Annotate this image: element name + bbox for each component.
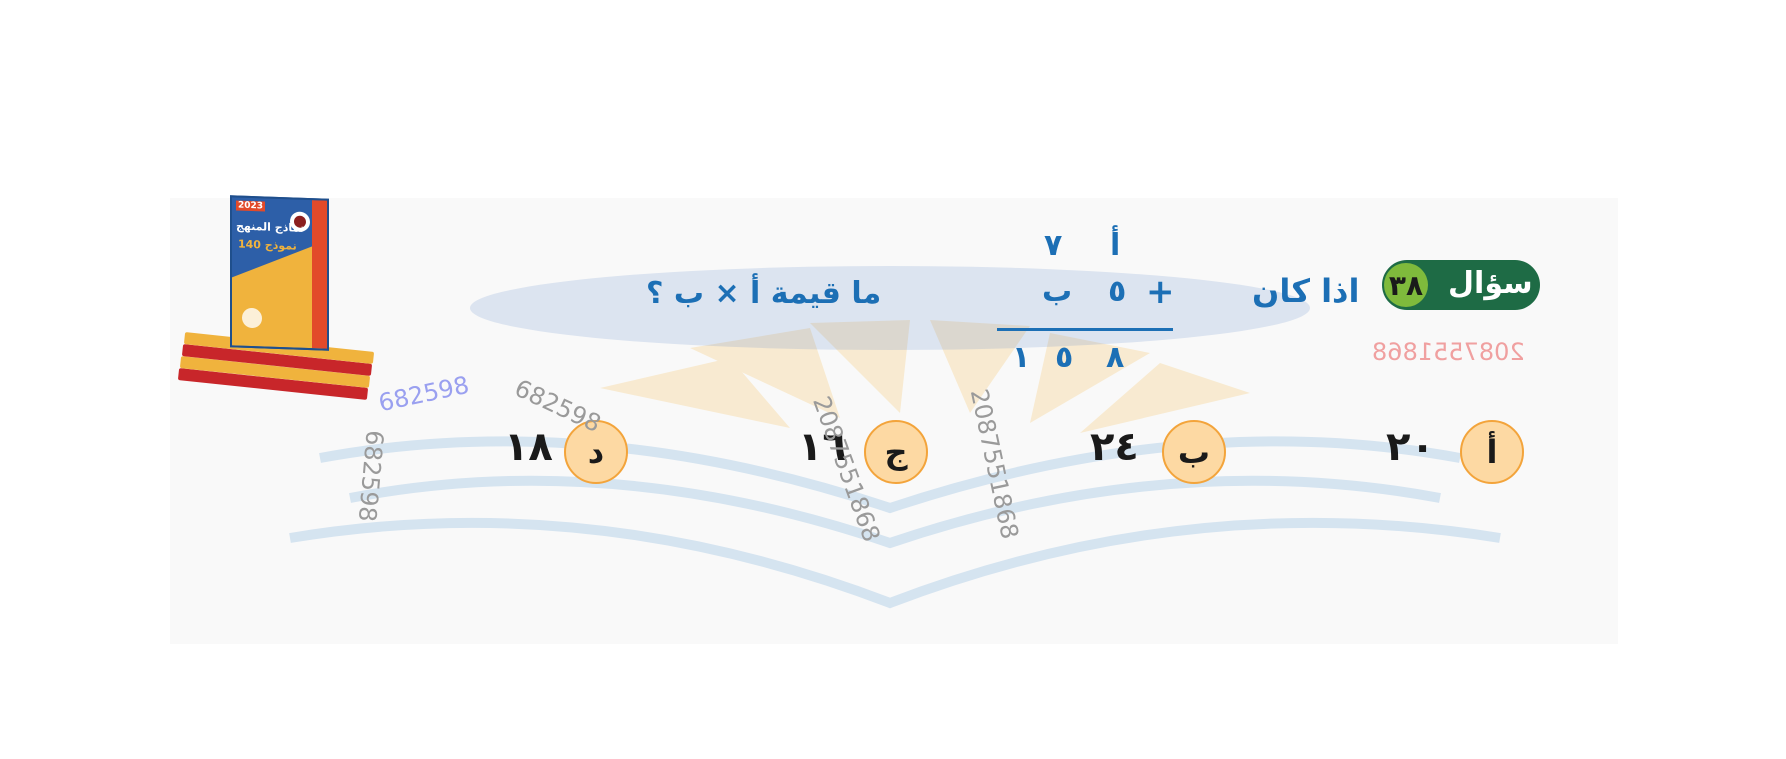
- eq-row2-b: ب: [1042, 274, 1073, 309]
- question-prompt: ما قيمة أ × ب ؟: [646, 276, 882, 311]
- choice-a-letter[interactable]: أ: [1460, 420, 1524, 484]
- choice-c-value: ١٦: [798, 424, 847, 470]
- eq-result-8: ٨: [1106, 340, 1125, 375]
- question-intro: اذا كان: [1252, 272, 1360, 310]
- choice-c-letter[interactable]: ج: [864, 420, 928, 484]
- eq-row1-a: أ: [1110, 228, 1121, 263]
- question-number: ٣٨: [1384, 263, 1428, 307]
- book-logo-watermark: [289, 266, 1501, 609]
- question-label: سؤال: [1448, 266, 1533, 301]
- book-count: 140 نموذج: [238, 237, 297, 253]
- choice-d-letter[interactable]: د: [564, 420, 628, 484]
- eq-result-5: ٥: [1055, 340, 1074, 375]
- eq-underline: [997, 328, 1173, 331]
- eq-row1-7: ٧: [1044, 228, 1063, 263]
- book-cover: 2023 نماذج المنهج 140 نموذج: [230, 195, 329, 351]
- book-title: نماذج المنهج: [236, 219, 304, 235]
- watermark-code: 208755186‌8: [1372, 338, 1525, 366]
- eq-operator: +: [1146, 272, 1175, 312]
- eq-row2-5: ٥: [1108, 274, 1127, 309]
- book-year: 2023: [236, 200, 266, 212]
- eq-result-1: ١: [1012, 340, 1031, 375]
- choice-b-letter[interactable]: ب: [1162, 420, 1226, 484]
- choice-d-value: ١٨: [504, 424, 553, 470]
- choice-a-value: ٢٠: [1386, 424, 1435, 470]
- choice-b-value: ٢٤: [1090, 424, 1139, 470]
- question-panel: [170, 198, 1618, 644]
